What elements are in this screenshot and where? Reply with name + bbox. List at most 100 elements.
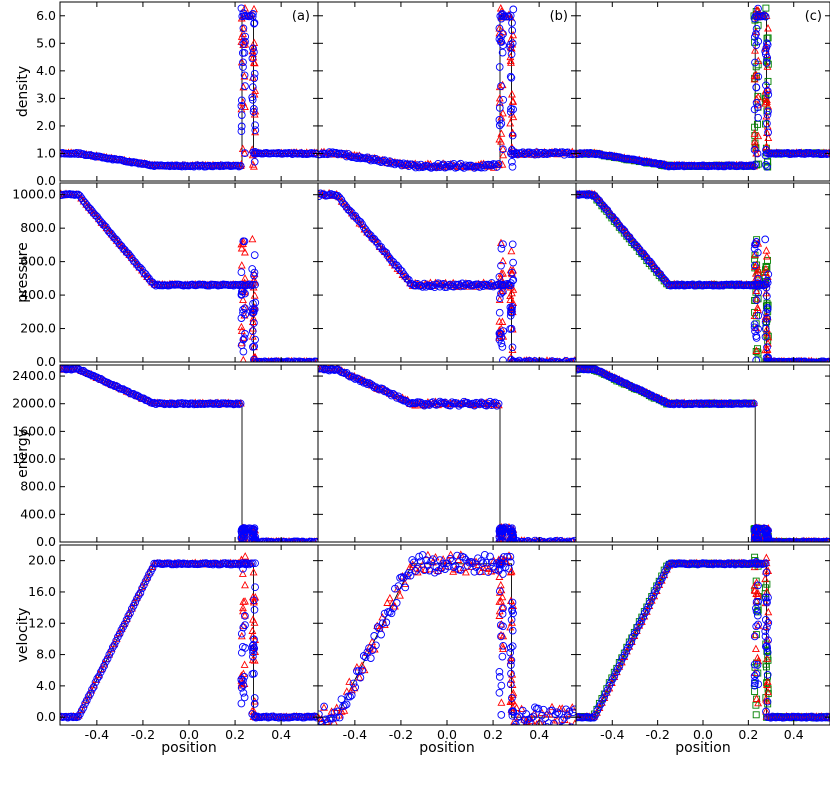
data-point-circle: [508, 268, 516, 277]
data-point-circle: [403, 571, 411, 580]
data-point-circle: [330, 708, 339, 717]
data-point-circle: [752, 240, 760, 249]
reference-line: [318, 15, 576, 167]
data-point-circle: [251, 126, 260, 135]
data-point-circle: [89, 683, 98, 691]
data-point-circle: [372, 237, 380, 246]
data-point-circle: [754, 537, 763, 542]
y-tick-label: 0.0: [36, 173, 56, 188]
data-point-circle: [499, 532, 507, 541]
data-point-triangle: [498, 256, 507, 265]
data-point-circle: [249, 108, 258, 116]
data-point-circle: [76, 366, 84, 374]
data-point-circle: [603, 686, 612, 695]
data-point-circle: [105, 379, 114, 388]
data-point-circle: [763, 314, 772, 323]
data-point-triangle: [238, 569, 247, 577]
axes-frame: [575, 182, 830, 363]
data-point-circle: [493, 401, 501, 410]
data-point-circle: [496, 621, 505, 629]
data-point-triangle: [248, 145, 257, 153]
data-point-circle: [752, 604, 760, 613]
data-point-circle: [760, 11, 768, 20]
data-point-circle: [363, 380, 372, 388]
data-point-circle: [646, 599, 654, 607]
panel-tag: (b): [550, 9, 568, 24]
data-point-circle: [508, 19, 516, 27]
data-point-circle: [241, 37, 249, 46]
data-point-circle: [508, 276, 517, 285]
panel-tag: (c): [805, 9, 822, 24]
data-point-circle: [467, 558, 475, 566]
data-point-circle: [761, 12, 770, 21]
data-point-circle: [508, 642, 517, 651]
data-point-circle: [562, 538, 570, 542]
data-point-circle: [432, 563, 441, 571]
data-point-circle: [250, 319, 258, 327]
data-point-triangle: [548, 702, 556, 711]
data-point-circle: [241, 304, 249, 313]
data-point-triangle: [642, 607, 651, 615]
data-point-circle: [632, 627, 641, 635]
data-point-circle: [248, 93, 257, 102]
data-point-circle: [763, 39, 771, 48]
data-point-circle: [495, 673, 504, 681]
data-point-circle: [615, 662, 624, 670]
data-point-triangle: [509, 97, 518, 105]
data-point-circle: [249, 9, 257, 18]
data-point-triangle: [240, 611, 249, 619]
data-point-circle: [531, 703, 539, 712]
data-point-circle: [392, 393, 401, 402]
data-point-circle: [768, 358, 777, 362]
data-point-circle: [527, 538, 536, 542]
data-point-triangle: [94, 214, 103, 223]
data-point-circle: [250, 524, 259, 533]
data-point-circle: [763, 162, 771, 171]
data-point-circle: [508, 131, 517, 140]
data-point-triangle: [824, 148, 830, 157]
data-point-circle: [240, 524, 249, 533]
data-point-triangle: [541, 720, 547, 725]
panel-energy-0: 0.0400.0800.01200.01600.02000.02400.0ene…: [12, 364, 319, 549]
data-point-triangle: [115, 628, 124, 637]
data-point-triangle: [241, 597, 249, 605]
data-point-circle: [763, 343, 771, 352]
data-point-triangle: [237, 244, 246, 252]
data-point-triangle: [764, 566, 773, 574]
y-tick-label: 2000.0: [12, 396, 56, 411]
data-point-circle: [499, 641, 508, 650]
data-point-triangle: [506, 118, 515, 127]
data-point-circle: [497, 711, 506, 719]
data-point-circle: [382, 618, 391, 627]
panel-density-1: (b): [317, 1, 577, 182]
data-point-circle: [497, 289, 505, 298]
data-point-circle: [250, 48, 258, 56]
y-tick-label: 1.0: [36, 145, 56, 160]
plot-area: [576, 365, 830, 542]
data-point-triangle: [249, 162, 258, 170]
data-point-circle: [250, 157, 259, 166]
data-point-circle: [240, 672, 249, 681]
data-point-circle: [385, 389, 394, 398]
data-point-circle: [506, 648, 515, 657]
data-point-circle: [495, 272, 504, 281]
data-point-circle: [288, 358, 297, 362]
data-point-circle: [508, 524, 516, 533]
data-point-circle: [532, 358, 541, 362]
data-point-circle: [753, 611, 762, 620]
data-point-triangle: [127, 604, 136, 612]
data-point-triangle: [388, 598, 397, 607]
data-point-circle: [250, 534, 258, 542]
data-point-circle: [444, 161, 453, 169]
data-point-circle: [591, 710, 600, 719]
data-point-triangle: [754, 265, 763, 274]
data-point-triangle: [248, 626, 257, 634]
data-point-circle: [508, 157, 516, 166]
data-point-circle: [349, 679, 358, 688]
data-point-triangle: [497, 137, 505, 145]
data-point-circle: [596, 700, 605, 709]
data-point-circle: [763, 292, 771, 301]
data-point-circle: [470, 567, 479, 576]
data-point-triangle: [497, 129, 506, 137]
data-point-circle: [496, 330, 505, 338]
